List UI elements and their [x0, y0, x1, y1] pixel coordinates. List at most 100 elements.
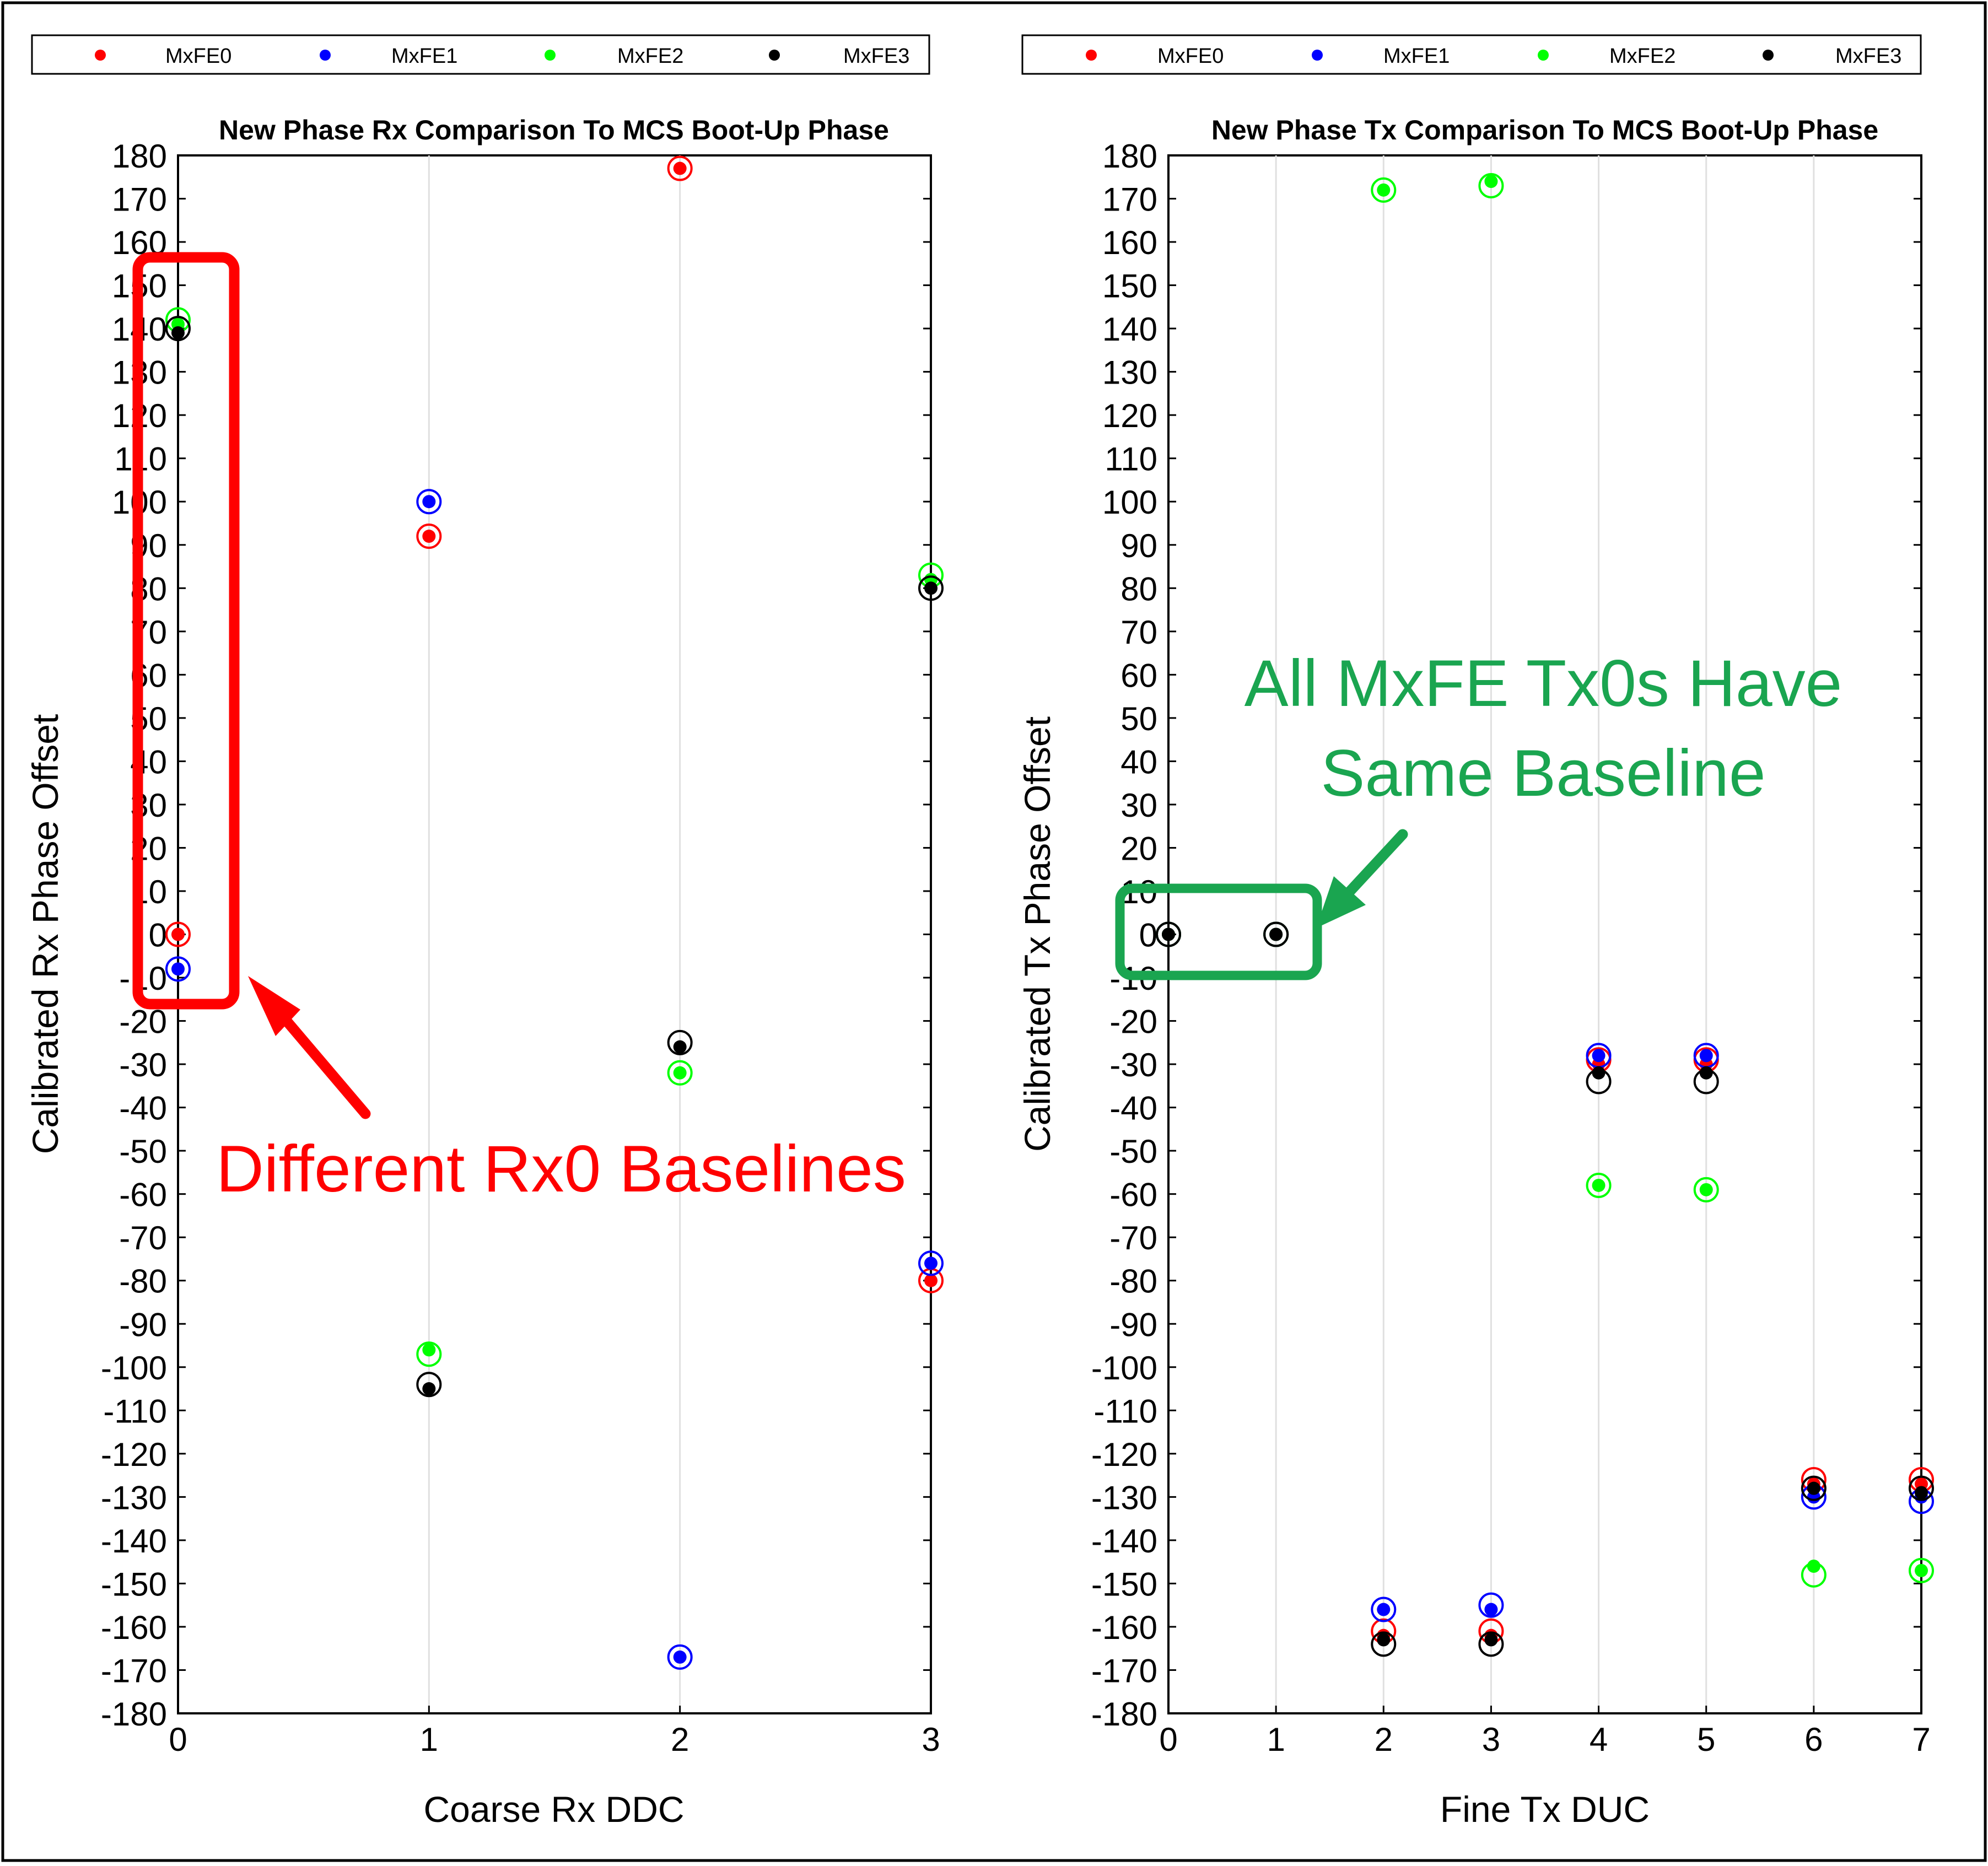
tx-mxfe2-point: [1592, 1178, 1606, 1192]
rx-y-tick-label: -150: [101, 1566, 167, 1603]
rx-legend-marker-mxfe2: [545, 50, 556, 61]
tx-y-tick-label: -170: [1091, 1652, 1157, 1689]
rx-y-tick-label: -20: [119, 1004, 167, 1040]
tx-y-tick-label: -90: [1109, 1306, 1157, 1343]
rx-mxfe3-bootup-point: [918, 575, 944, 601]
tx-mxfe2-point: [1377, 183, 1391, 197]
tx-x-tick-label: 0: [1159, 1721, 1177, 1758]
rx-mxfe0-point: [924, 1274, 938, 1287]
tx-mxfe3-point: [1807, 1481, 1820, 1495]
rx-mxfe0-bootup-point: [165, 921, 191, 947]
tx-legend-marker-mxfe1: [1312, 50, 1323, 61]
tx-y-tick-label: 170: [1102, 181, 1157, 218]
rx-mxfe1-bootup-point: [416, 489, 442, 515]
tx-y-tick-label: 180: [1102, 138, 1157, 175]
tx-y-tick-label: -40: [1109, 1090, 1157, 1127]
tx-legend-label-mxfe2: MxFE2: [1609, 45, 1675, 68]
tx-mxfe2-bootup-point: [1693, 1177, 1719, 1202]
tx-y-tick-label: -70: [1109, 1220, 1157, 1256]
rx-mxfe1-bootup-point: [667, 1644, 693, 1670]
tx-y-tick-label: 40: [1120, 743, 1157, 780]
tx-mxfe2-bootup-point: [1586, 1172, 1612, 1198]
rx-x-tick-label: 2: [671, 1721, 689, 1758]
tx-mxfe2-point: [1807, 1560, 1820, 1573]
rx-y-tick-label: -50: [119, 1133, 167, 1170]
tx-y-tick-label: 120: [1102, 397, 1157, 434]
rx-legend-label-mxfe3: MxFE3: [843, 45, 909, 68]
tx-y-tick-label: 140: [1102, 311, 1157, 348]
rx-mxfe1-point: [673, 1650, 687, 1664]
rx-chart: MxFE0 MxFE1 MxFE2 MxFE3 New Phase Rx Com…: [25, 34, 944, 1830]
tx-x-tick-label: 4: [1590, 1721, 1608, 1758]
rx-mxfe2-point: [422, 1343, 436, 1357]
rx-y-tick-label: -40: [119, 1090, 167, 1127]
rx-mxfe1-point: [171, 962, 185, 976]
rx-mxfe3-point: [924, 581, 938, 595]
rx-y-tick-label: -80: [119, 1263, 167, 1300]
rx-y-tick-label: -30: [119, 1047, 167, 1083]
tx-y-axis: 180 170 160 150 140 130 120 110 100 90 80 70 60 50 40 3…: [1091, 138, 1921, 1733]
rx-y-tick-label: -130: [101, 1479, 167, 1516]
tx-y-tick-label: 150: [1102, 268, 1157, 305]
tx-mxfe2-bootup-point: [1478, 172, 1504, 198]
tx-x-tick-label: 7: [1912, 1721, 1930, 1758]
tx-mxfe3-point: [1162, 927, 1175, 941]
tx-y-tick-label: -20: [1109, 1004, 1157, 1040]
tx-mxfe1-point: [1592, 1049, 1606, 1063]
rx-mxfe1-point: [422, 495, 436, 509]
tx-mxfe3-bootup-point: [1909, 1475, 1934, 1501]
tx-arrow-shaft: [1335, 829, 1408, 907]
tx-mxfe3-point: [1699, 1066, 1713, 1080]
rx-mxfe0-bootup-point: [416, 524, 442, 549]
rx-mxfe3-bootup-point: [667, 1029, 693, 1055]
rx-mxfe0-bootup-point: [667, 155, 693, 181]
tx-x-tick-label: 2: [1375, 1721, 1393, 1758]
tx-x-tick-label: 6: [1804, 1721, 1823, 1758]
rx-highlight-box: [132, 252, 240, 1010]
rx-gridlines: [428, 155, 681, 1713]
tx-y-axis-label: Calibrated Tx Phase Offset: [1017, 716, 1058, 1152]
tx-y-tick-label: -120: [1091, 1436, 1157, 1473]
tx-y-tick-label: -180: [1091, 1696, 1157, 1733]
rx-annotation-label: Different Rx0 Baselines: [216, 1132, 906, 1206]
tx-mxfe3-point: [1269, 927, 1283, 941]
tx-data-points: [1156, 172, 1934, 1657]
rx-x-tick-label: 1: [420, 1721, 438, 1758]
tx-y-tick-label: 80: [1120, 570, 1157, 607]
tx-y-tick-label: 110: [1105, 441, 1157, 478]
tx-legend-label-mxfe1: MxFE1: [1383, 45, 1450, 68]
rx-y-tick-label: -110: [103, 1393, 167, 1430]
tx-mxfe1-bootup-point: [1478, 1592, 1504, 1618]
rx-y-tick-label: -120: [101, 1436, 167, 1473]
tx-annotation-label-line1: All MxFE Tx0s Have: [1244, 646, 1842, 720]
tx-y-tick-label: -60: [1109, 1177, 1157, 1214]
tx-mxfe3-bootup-point: [1478, 1631, 1504, 1657]
rx-mxfe3-bootup-point: [416, 1372, 442, 1398]
rx-mxfe3-point: [673, 1040, 687, 1054]
rx-x-tick-label: 3: [922, 1721, 940, 1758]
rx-y-axis-label: Calibrated Rx Phase Offset: [25, 714, 66, 1155]
tx-mxfe1-point: [1699, 1049, 1713, 1063]
tx-y-tick-label: 160: [1102, 224, 1157, 261]
tx-legend-label-mxfe0: MxFE0: [1157, 45, 1224, 68]
rx-mxfe3-bootup-point: [165, 316, 191, 342]
rx-mxfe3-point: [171, 326, 185, 339]
tx-mxfe3-bootup-point: [1263, 921, 1289, 947]
rx-mxfe2-bootup-point: [667, 1060, 693, 1086]
tx-y-tick-label: 30: [1120, 787, 1157, 824]
rx-chart-title: New Phase Rx Comparison To MCS Boot-Up P…: [219, 115, 889, 145]
rx-mxfe2-point: [673, 1066, 687, 1080]
tx-y-tick-label: 50: [1120, 700, 1157, 737]
tx-legend-marker-mxfe2: [1538, 50, 1549, 61]
rx-arrow-head: [248, 976, 300, 1036]
rx-legend-entries: MxFE0 MxFE1 MxFE2 MxFE3: [95, 45, 909, 68]
tx-mxfe3-bootup-point: [1371, 1631, 1397, 1657]
tx-y-tick-label: 20: [1120, 830, 1157, 867]
tx-chart-title: New Phase Tx Comparison To MCS Boot-Up P…: [1211, 115, 1878, 145]
tx-mxfe2-point: [1699, 1183, 1713, 1196]
tx-y-tick-label: 0: [1139, 917, 1157, 954]
tx-mxfe2-bootup-point: [1371, 177, 1397, 203]
rx-mxfe1-bootup-point: [918, 1250, 944, 1276]
